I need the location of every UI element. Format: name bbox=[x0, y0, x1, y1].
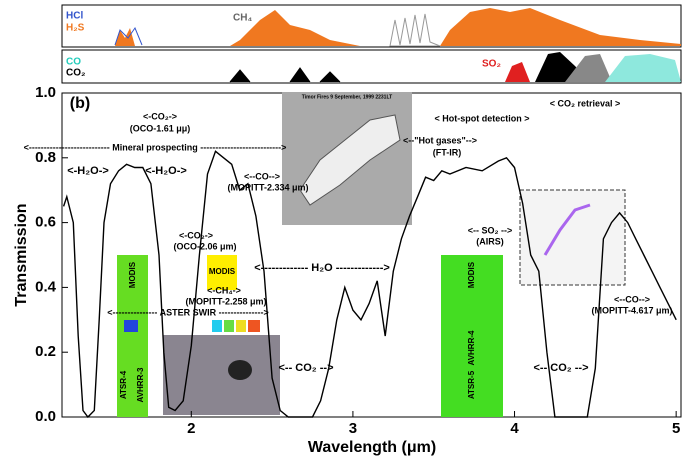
annotation: <-- SO₂ --> bbox=[468, 225, 513, 235]
y-tick-label: 0.4 bbox=[35, 278, 57, 295]
photo-feature bbox=[228, 360, 252, 380]
annotation: (MOPITT-4.617 μm) bbox=[591, 305, 672, 315]
y-tick-label: 0.2 bbox=[35, 343, 56, 360]
annotation: <--------------- ASTER SWIR ------------… bbox=[107, 307, 269, 317]
x-axis-label: Wavelength (μm) bbox=[308, 439, 436, 456]
aster-band bbox=[236, 320, 246, 332]
inset-title: Timor Fires 9 September, 1999 2231LT bbox=[302, 94, 392, 100]
annotation: <--"Hot gases"--> bbox=[403, 135, 477, 145]
gas-label: CO₂ bbox=[66, 68, 85, 79]
annotation: <--------------------------- Mineral pro… bbox=[24, 142, 287, 152]
gas-label: CH₄ bbox=[233, 13, 252, 24]
y-axis-label: Transmission bbox=[13, 203, 30, 306]
instrument-label: MODIS bbox=[209, 267, 236, 276]
annotation: <--CO--> bbox=[244, 171, 280, 181]
y-tick-label: 0.0 bbox=[35, 408, 56, 425]
annotation: (AIRS) bbox=[476, 236, 504, 246]
y-tick-label: 0.6 bbox=[35, 214, 56, 231]
annotation: <-CH₄-> bbox=[207, 285, 241, 295]
annotation: (MOPITT-2.334 μm) bbox=[227, 182, 308, 192]
annotation: <-H₂O-> bbox=[145, 165, 187, 177]
annotation: < Hot-spot detection > bbox=[434, 113, 529, 123]
annotation: (FT-IR) bbox=[433, 147, 462, 157]
gas-label: SO₂ bbox=[482, 59, 501, 70]
annotation: <-CO₂-> bbox=[143, 111, 177, 121]
aster-band bbox=[248, 320, 260, 332]
annotation: <-H₂O-> bbox=[67, 165, 109, 177]
annotation: (OCO-1.61 μμ) bbox=[130, 123, 191, 133]
annotation: < CO₂ retrieval > bbox=[550, 98, 621, 108]
airs-inset bbox=[520, 190, 625, 285]
instrument-label: MODIS bbox=[128, 261, 137, 288]
instrument-label: ATSR-5 bbox=[467, 370, 476, 399]
annotation: (OCO-2.06 μm) bbox=[173, 241, 236, 251]
annotation: (b) bbox=[70, 95, 90, 112]
y-tick-label: 1.0 bbox=[35, 84, 56, 101]
chart: Transmission Wavelength (μm) Timor Fires… bbox=[0, 0, 687, 462]
gas-label: CO bbox=[66, 57, 81, 68]
instrument-label: MODIS bbox=[467, 261, 476, 288]
gas-label: HCl bbox=[66, 11, 83, 22]
instrument-label: AVHRR-3 bbox=[136, 367, 145, 403]
annotation: <-- CO₂ --> bbox=[279, 362, 334, 374]
x-tick-label: 5 bbox=[672, 420, 680, 437]
instrument-label: AVHRR-4 bbox=[467, 330, 476, 366]
x-tick-label: 3 bbox=[349, 420, 357, 437]
annotation: <--CO--> bbox=[614, 294, 650, 304]
annotation: <-- CO₂ --> bbox=[534, 362, 589, 374]
x-tick-label: 4 bbox=[510, 420, 519, 437]
aster-band bbox=[224, 320, 234, 332]
annotation: (MOPITT-2.258 μm) bbox=[185, 296, 266, 306]
aster-band bbox=[124, 320, 138, 332]
annotation: <------------- H₂O -------------> bbox=[254, 262, 390, 274]
gas-label: H₂S bbox=[66, 23, 85, 34]
x-tick-label: 2 bbox=[187, 420, 195, 437]
instrument-label: ATSR-4 bbox=[119, 370, 128, 399]
aster-band bbox=[212, 320, 222, 332]
annotation: <-CO₂-> bbox=[179, 230, 213, 240]
